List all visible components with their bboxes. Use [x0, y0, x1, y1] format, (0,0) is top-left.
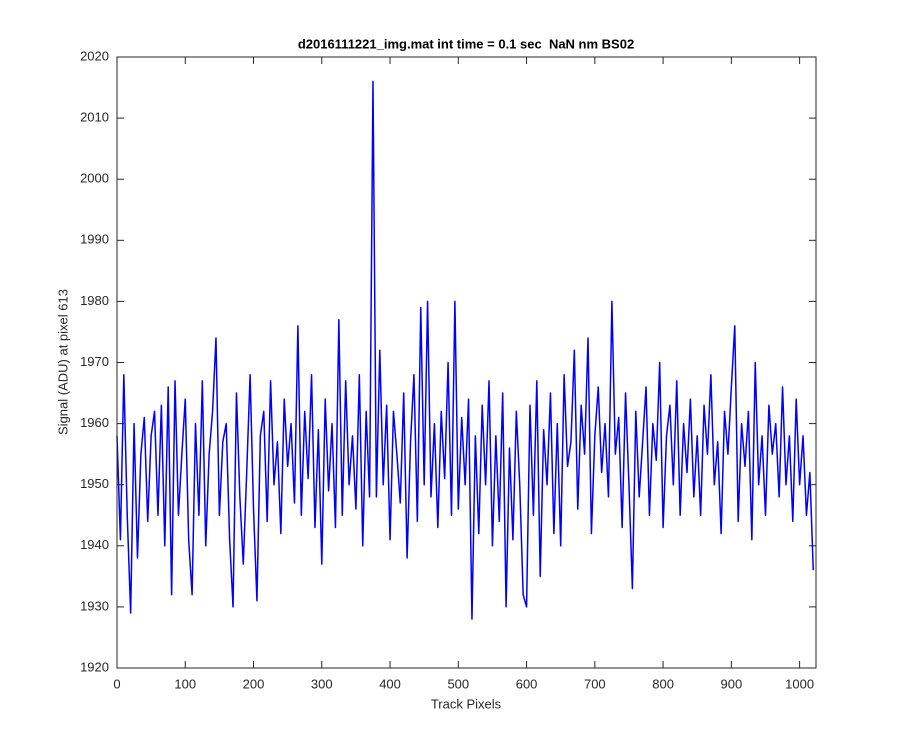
- y-tick-label: 1990: [80, 232, 109, 247]
- x-tick-label: 400: [379, 676, 401, 691]
- x-tick-label: 300: [311, 676, 333, 691]
- y-axis-label: Signal (ADU) at pixel 613: [55, 289, 70, 435]
- x-axis-label: Track Pixels: [431, 696, 502, 711]
- x-tick-label: 0: [113, 676, 120, 691]
- x-tick-label: 700: [584, 676, 606, 691]
- y-tick-label: 1950: [80, 476, 109, 491]
- x-tick-label: 200: [243, 676, 265, 691]
- x-tick-label: 1000: [785, 676, 814, 691]
- y-tick-label: 2020: [80, 48, 109, 63]
- y-tick-label: 1970: [80, 354, 109, 369]
- y-tick-label: 1920: [80, 659, 109, 674]
- x-tick-label: 100: [174, 676, 196, 691]
- chart-title: d2016111221_img.mat int time = 0.1 sec N…: [298, 36, 634, 51]
- y-tick-label: 1930: [80, 598, 109, 613]
- plot-frame: [116, 56, 817, 669]
- y-tick-label: 1960: [80, 415, 109, 430]
- y-tick-label: 1940: [80, 537, 109, 552]
- x-tick-label: 600: [516, 676, 538, 691]
- y-tick-label: 2010: [80, 110, 109, 125]
- x-tick-label: 900: [721, 676, 743, 691]
- x-tick-label: 800: [652, 676, 674, 691]
- y-tick-label: 2000: [80, 171, 109, 186]
- data-line: [116, 80, 815, 620]
- y-tick-label: 1980: [80, 293, 109, 308]
- x-tick-label: 500: [447, 676, 469, 691]
